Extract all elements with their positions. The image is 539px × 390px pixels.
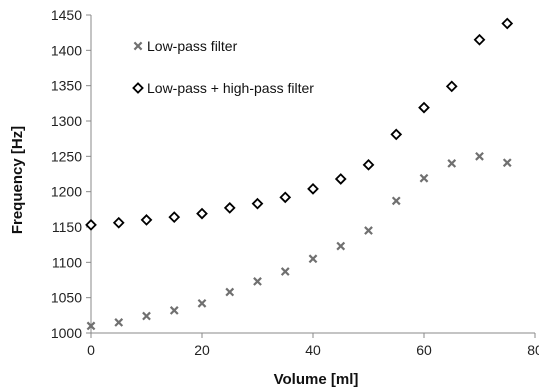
data-point-series-0	[254, 278, 261, 285]
data-point-series-1	[281, 193, 290, 202]
plot-axes	[91, 15, 535, 333]
legend: Low-pass filter Low-pass + high-pass fil…	[133, 38, 314, 96]
y-tick-label: 1350	[51, 78, 82, 94]
data-point-series-1	[336, 174, 345, 183]
data-point-series-1	[170, 213, 179, 222]
x-tick-label: 80	[527, 342, 539, 358]
y-tick-label: 1200	[51, 184, 82, 200]
y-tick-label: 1050	[51, 290, 82, 306]
data-point-series-0	[420, 175, 427, 182]
data-point-series-0	[365, 227, 372, 234]
legend-marker-low-pass	[134, 42, 141, 49]
data-point-series-0	[171, 307, 178, 314]
data-point-series-0	[476, 153, 483, 160]
y-tick-label: 1300	[51, 113, 82, 129]
data-point-series-1	[142, 215, 151, 224]
data-point-series-1	[503, 19, 512, 28]
data-point-series-1	[392, 130, 401, 139]
y-tick-label: 1150	[52, 219, 82, 235]
x-tick-label: 40	[305, 342, 321, 358]
data-point-series-0	[143, 312, 150, 319]
data-point-series-1	[225, 203, 234, 212]
x-axis-label: Volume [ml]	[274, 371, 359, 388]
data-point-series-1	[308, 184, 317, 193]
data-point-series-1	[419, 103, 428, 112]
data-point-series-1	[364, 160, 373, 169]
data-points	[86, 19, 511, 330]
y-tick-label: 1400	[51, 42, 82, 58]
y-tick-label: 1100	[52, 254, 82, 270]
data-point-series-0	[226, 288, 233, 295]
data-point-series-1	[475, 35, 484, 44]
data-point-series-0	[337, 242, 344, 249]
data-point-series-0	[198, 300, 205, 307]
legend-marker-low-high-pass	[133, 83, 142, 92]
data-point-series-0	[393, 197, 400, 204]
y-tick-label: 1000	[51, 325, 82, 341]
data-point-series-0	[309, 255, 316, 262]
y-axis-ticks: 1000 1050 1100 1150 1200 1250 1300 1350 1400 1450	[51, 7, 91, 341]
x-tick-label: 0	[87, 342, 95, 358]
data-point-series-1	[86, 220, 95, 229]
data-point-series-0	[504, 159, 511, 166]
y-axis-label: Frequency [Hz]	[9, 126, 26, 234]
data-point-series-1	[197, 209, 206, 218]
x-tick-label: 20	[194, 342, 210, 358]
legend-marker-diamond	[133, 83, 142, 92]
y-tick-label: 1250	[51, 148, 82, 164]
data-point-series-0	[282, 268, 289, 275]
legend-marker-x	[134, 42, 141, 49]
x-tick-label: 60	[416, 342, 432, 358]
data-point-series-0	[115, 319, 122, 326]
y-tick-label: 1450	[51, 7, 82, 23]
data-point-series-1	[447, 82, 456, 91]
x-axis-ticks: 0 20 40 60 80	[87, 333, 539, 358]
data-point-series-0	[448, 160, 455, 167]
data-point-series-1	[114, 218, 123, 227]
legend-label-low-pass: Low-pass filter	[147, 38, 238, 54]
legend-label-low-high-pass: Low-pass + high-pass filter	[147, 80, 314, 96]
data-point-series-1	[253, 199, 262, 208]
